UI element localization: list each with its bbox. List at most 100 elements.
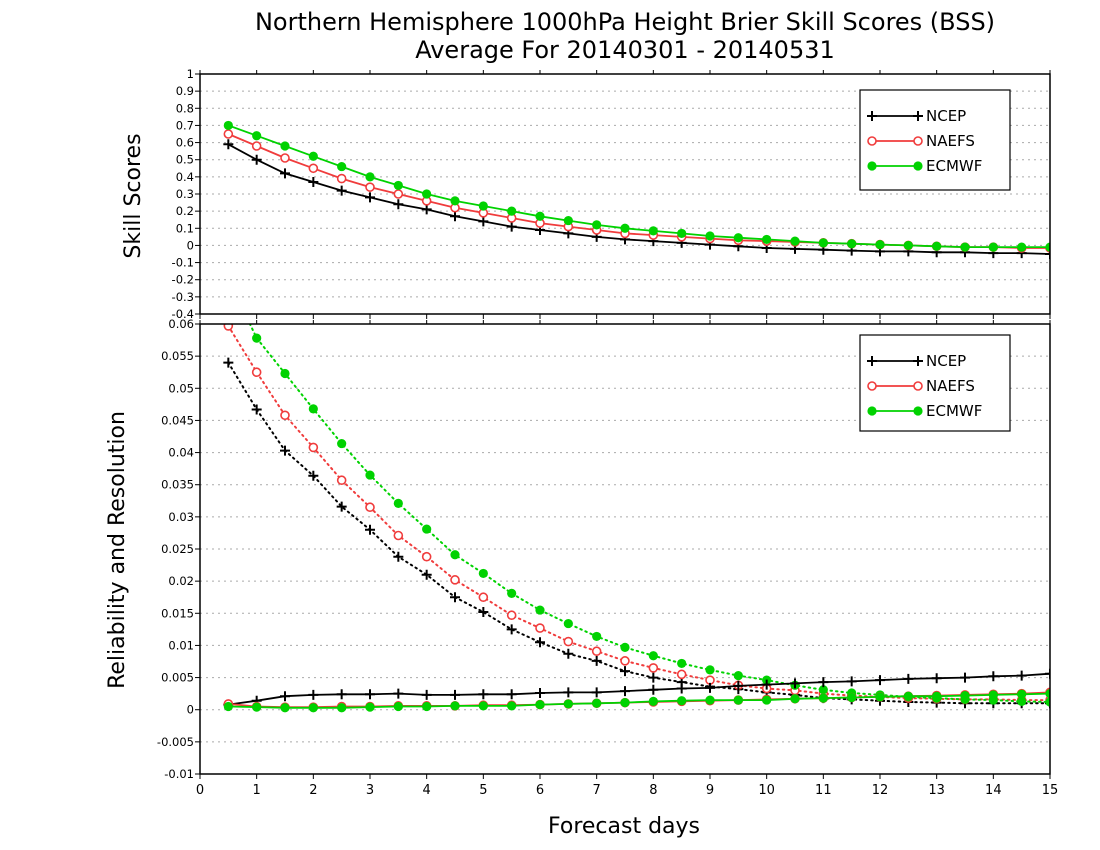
x-tick-label: 6 <box>536 783 544 798</box>
bottom-point-ncep <box>450 689 460 700</box>
bottom-point-ncep <box>903 673 914 684</box>
x-tick-label: 3 <box>366 783 374 798</box>
top-legend-marker-ecmwf <box>867 161 877 171</box>
x-tick-label: 1 <box>253 783 261 798</box>
top-point-ecmwf <box>1045 242 1050 252</box>
top-point-ecmwf <box>847 239 857 249</box>
bottom-point-ecmwf <box>648 696 658 706</box>
bottom-point-ecmwf <box>223 701 233 712</box>
top-y-tick-label: 0.2 <box>176 204 194 218</box>
bottom-point-ncep <box>1016 670 1027 681</box>
bottom-point-ncep <box>308 470 319 481</box>
top-point-naefs <box>251 141 262 151</box>
top-point-ncep <box>336 185 347 196</box>
top-point-naefs <box>393 189 404 199</box>
bottom-point-ecmwf <box>422 701 432 712</box>
top-point-ncep <box>478 216 489 227</box>
top-y-tick-label: 0.7 <box>176 118 194 132</box>
bottom-point-ecmwf <box>365 470 375 480</box>
bottom-point-ncep <box>506 689 517 700</box>
x-axis-label: Forecast days <box>548 814 700 839</box>
top-point-ecmwf <box>478 201 488 211</box>
bottom-point-ecmwf <box>507 701 517 711</box>
top-point-ecmwf <box>648 226 658 236</box>
bottom-point-ncep <box>620 686 630 697</box>
bottom-y-tick-label: 0.045 <box>161 413 194 427</box>
top-point-ecmwf <box>1017 242 1027 252</box>
bottom-point-ecmwf <box>818 693 828 703</box>
bottom-point-ncep <box>733 680 744 691</box>
x-tick-label: 0 <box>196 783 204 798</box>
x-tick-label: 4 <box>423 783 431 798</box>
bottom-point-ncep <box>308 689 319 700</box>
top-point-ecmwf <box>223 120 233 131</box>
top-y-tick-label: 0.9 <box>176 84 194 98</box>
bottom-point-ecmwf <box>988 690 998 700</box>
top-y-tick-label: 0 <box>187 238 194 252</box>
top-point-ecmwf <box>988 242 998 252</box>
bottom-point-ncep <box>648 672 659 683</box>
bottom-point-ncep <box>676 683 687 694</box>
bottom-point-ecmwf <box>592 631 602 642</box>
bottom-point-ncep <box>478 689 489 700</box>
top-y-tick-label: 0.5 <box>176 153 194 167</box>
top-point-ecmwf <box>280 141 290 151</box>
top-point-ncep <box>450 211 460 222</box>
bottom-point-ecmwf <box>478 701 488 711</box>
top-y-axis-label: Skill Scores <box>121 133 146 258</box>
bottom-point-ncep <box>223 357 234 368</box>
bottom-legend-marker-ecmwf <box>913 406 923 416</box>
top-y-tick-label: 1 <box>187 67 194 81</box>
bottom-point-naefs <box>478 592 489 603</box>
bottom-y-tick-label: 0.035 <box>161 478 194 492</box>
bottom-y-tick-label: 0.02 <box>168 574 194 588</box>
top-y-tick-label: -0.3 <box>172 290 194 304</box>
top-point-naefs <box>365 182 375 192</box>
bottom-point-ecmwf <box>535 605 545 615</box>
top-point-ecmwf <box>620 223 630 233</box>
bottom-point-ncep <box>421 569 432 580</box>
x-tick-label: 15 <box>1042 783 1059 798</box>
bottom-point-naefs <box>223 324 234 331</box>
top-point-naefs <box>223 129 234 139</box>
bottom-point-naefs <box>648 663 659 673</box>
bottom-point-ecmwf <box>592 698 602 708</box>
top-y-tick-label: 0.6 <box>176 136 194 150</box>
bottom-y-tick-label: 0.04 <box>168 446 194 460</box>
bottom-point-ncep <box>705 682 715 693</box>
bottom-point-ecmwf <box>393 701 403 712</box>
bottom-y-tick-label: 0.03 <box>168 510 194 524</box>
top-point-ecmwf <box>677 228 687 239</box>
bottom-point-ncep <box>535 637 545 648</box>
bottom-point-naefs <box>676 669 687 680</box>
top-point-ecmwf <box>790 236 800 246</box>
bottom-point-ecmwf <box>1045 689 1050 699</box>
bottom-point-ncep <box>506 624 517 635</box>
bottom-y-tick-label: 0.055 <box>161 349 194 363</box>
bottom-point-ecmwf <box>762 695 772 705</box>
top-legend-label-naefs: NAEFS <box>926 132 975 150</box>
top-point-ncep <box>365 192 375 203</box>
x-tick-label: 13 <box>928 783 945 798</box>
bottom-point-ecmwf <box>677 658 687 669</box>
bottom-point-ecmwf <box>818 685 828 695</box>
bottom-point-ecmwf <box>393 498 403 508</box>
x-tick-label: 14 <box>985 783 1002 798</box>
x-tick-label: 8 <box>649 783 657 798</box>
bottom-point-ecmwf <box>1045 697 1050 707</box>
bottom-point-naefs <box>365 502 375 513</box>
bottom-point-ecmwf <box>450 701 460 711</box>
bottom-point-ncep <box>535 688 545 698</box>
bottom-point-ecmwf <box>252 333 262 343</box>
top-point-ecmwf <box>337 161 347 172</box>
bottom-point-ncep <box>620 666 630 677</box>
top-y-tick-label: -0.1 <box>172 256 194 270</box>
top-point-ecmwf <box>252 131 262 141</box>
bottom-point-ncep <box>393 551 404 562</box>
bottom-point-ncep <box>875 675 885 686</box>
bottom-point-ecmwf <box>308 404 318 414</box>
bottom-point-ecmwf <box>478 568 488 579</box>
top-point-ecmwf <box>422 189 432 199</box>
bottom-point-ncep <box>280 445 290 456</box>
top-point-ecmwf <box>903 240 913 251</box>
